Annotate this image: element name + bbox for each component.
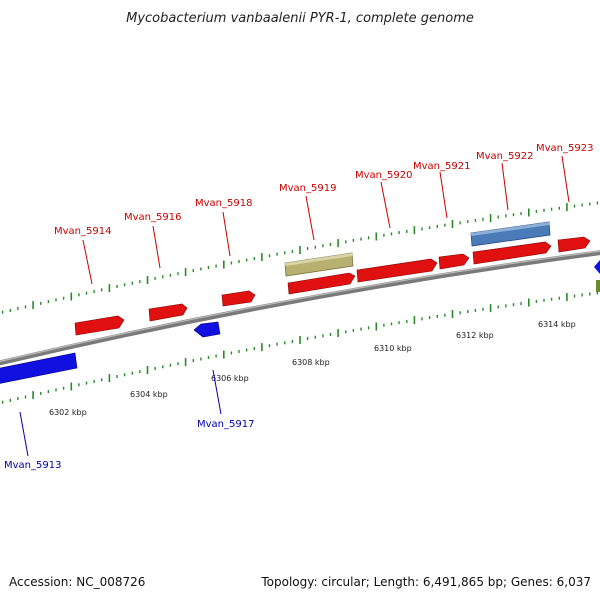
scale-tick-label: 6314 kbp [538,320,576,329]
reverse-genes [0,260,600,384]
accession-text: Accession: NC_008726 [9,575,145,589]
scale-tick-label: 6310 kbp [374,344,412,353]
scale-tick-label: 6308 kbp [292,358,330,367]
gene-label-mvan-5921[interactable]: Mvan_5921 [413,161,470,172]
gene-label-mvan-5923[interactable]: Mvan_5923 [536,143,593,154]
genome-backbone [0,250,600,366]
gene-labels: Mvan_5914 Mvan_5916 Mvan_5918 Mvan_5919 … [4,143,593,471]
gene-arrow-edge-blue[interactable] [594,260,600,274]
gene-label-mvan-5914[interactable]: Mvan_5914 [54,226,111,237]
gene-label-mvan-5919[interactable]: Mvan_5919 [279,183,336,194]
gene-label-mvan-5918[interactable]: Mvan_5918 [195,198,252,209]
genome-summary-text: Topology: circular; Length: 6,491,865 bp… [260,575,591,589]
scale-tick-label: 6304 kbp [130,390,168,399]
gene-arrow-mvan-5918[interactable] [221,290,256,307]
gene-arrow-mvan-5922[interactable] [472,241,552,265]
gene-arrow-mvan-5921[interactable] [438,253,470,270]
gene-arrow-mvan-5913[interactable] [0,352,78,384]
label-leaders [19,155,570,457]
lower-tick-track [1,291,599,404]
upper-tick-track [1,201,599,314]
gene-arrow-mvan-5919[interactable] [287,272,356,295]
gene-edge-olive[interactable] [596,280,600,292]
gene-arrow-mvan-5917[interactable] [193,321,221,338]
gene-label-mvan-5917[interactable]: Mvan_5917 [197,419,254,430]
gene-label-mvan-5916[interactable]: Mvan_5916 [124,212,181,223]
scale-tick-label: 6302 kbp [49,408,87,417]
map-title: Mycobacterium vanbaalenii PYR-1, complet… [126,11,474,26]
scale-tick-label: 6306 kbp [211,374,249,383]
gene-label-mvan-5913[interactable]: Mvan_5913 [4,460,61,471]
forward-genes [74,236,591,336]
scale-labels: 6302 kbp 6304 kbp 6306 kbp 6308 kbp 6310… [49,320,576,417]
gene-arrow-mvan-5923[interactable] [557,236,591,253]
gene-label-mvan-5922[interactable]: Mvan_5922 [476,151,533,162]
gene-arrow-mvan-5916[interactable] [148,303,188,322]
gene-arrow-mvan-5920[interactable] [356,258,438,283]
gene-arrow-mvan-5914[interactable] [74,315,125,336]
gene-label-mvan-5920[interactable]: Mvan_5920 [355,170,412,181]
scale-tick-label: 6312 kbp [456,331,494,340]
feature-bands [284,221,551,277]
